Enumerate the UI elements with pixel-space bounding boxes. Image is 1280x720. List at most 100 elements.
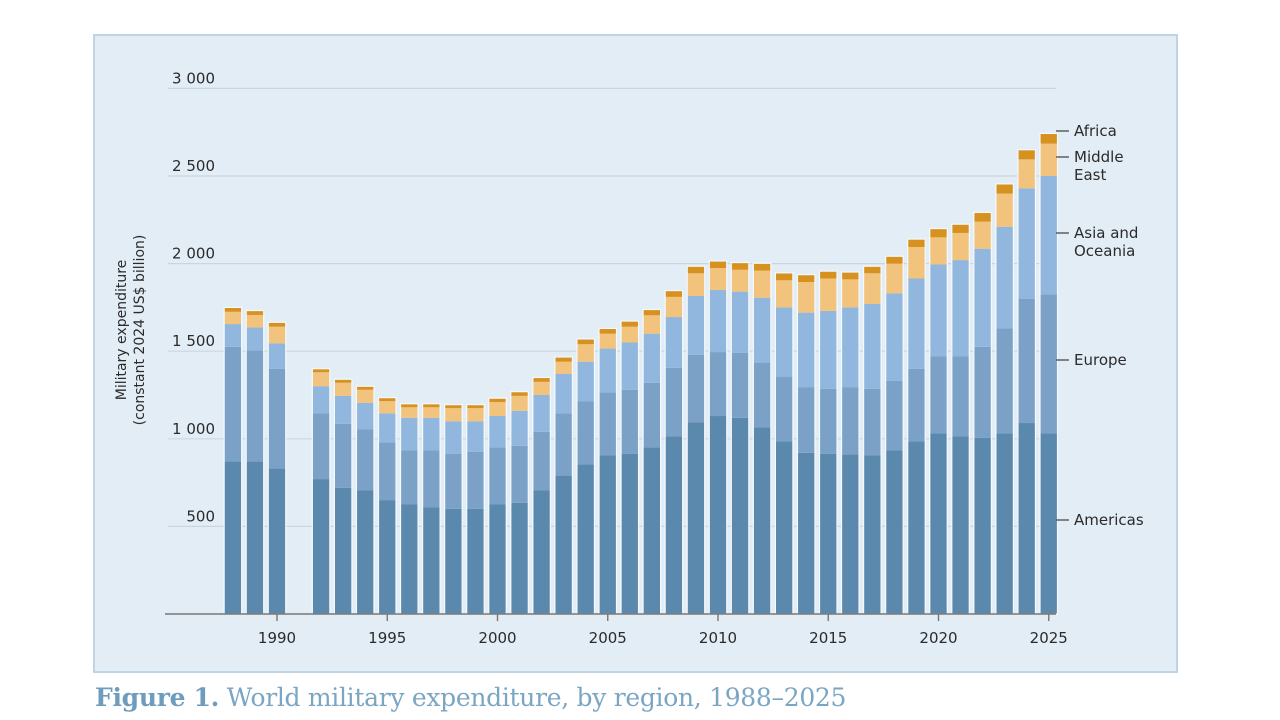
- bar-segment-asia-and-oceania: [422, 417, 441, 451]
- figure-title: World military expenditure, by region, 1…: [219, 683, 847, 712]
- bar-segment-middle-east: [951, 232, 970, 261]
- figure-number: Figure 1.: [95, 683, 220, 712]
- x-tick-label: 2010: [699, 629, 737, 647]
- bar-segment-asia-and-oceania: [1040, 176, 1058, 295]
- bar-segment-middle-east: [488, 402, 507, 417]
- bar-stack: [642, 308, 662, 615]
- bar-segment-asia-and-oceania: [224, 324, 242, 347]
- bar-stack: [311, 368, 331, 615]
- bar-segment-americas: [929, 433, 948, 614]
- bar-segment-americas: [643, 447, 661, 614]
- bar-stack: [598, 327, 618, 615]
- bar-segment-europe: [621, 389, 639, 454]
- bar-segment-americas: [532, 490, 551, 614]
- bar-segment-africa: [444, 404, 463, 409]
- bar-segment-asia-and-oceania: [929, 264, 948, 357]
- bar-segment-middle-east: [621, 326, 639, 343]
- bar-segment-europe: [775, 376, 793, 442]
- bar-segment-europe: [599, 392, 617, 456]
- bar-stack: [818, 270, 838, 615]
- x-tick-label: 1990: [258, 629, 296, 647]
- y-tick-label: 500: [186, 507, 215, 525]
- bar-segment-asia-and-oceania: [510, 410, 529, 446]
- bar-segment-middle-east: [753, 270, 771, 298]
- bar-segment-africa: [819, 271, 837, 279]
- y-tick-label: 1 500: [172, 332, 215, 350]
- bar-segment-europe: [422, 450, 441, 508]
- bar-segment-americas: [422, 507, 441, 614]
- bar-segment-middle-east: [929, 237, 948, 265]
- bar-stack: [488, 397, 507, 615]
- x-tick-label: 2025: [1030, 629, 1068, 647]
- bar-segment-africa: [312, 368, 330, 373]
- legend-label: East: [1074, 166, 1106, 184]
- bar-segment-americas: [973, 437, 992, 614]
- bar-segment-asia-and-oceania: [554, 373, 573, 414]
- bar-segment-americas: [246, 461, 264, 614]
- bar-segment-americas: [775, 441, 793, 614]
- bar-segment-middle-east: [819, 278, 837, 311]
- bar-stack: [422, 403, 441, 615]
- bar-segment-asia-and-oceania: [576, 361, 595, 402]
- bar-stack: [245, 309, 265, 615]
- bar-segment-americas: [599, 455, 617, 614]
- bar-segment-americas: [510, 502, 529, 614]
- bar-stack: [973, 211, 992, 615]
- bar-segment-middle-east: [576, 344, 595, 362]
- bar-segment-asia-and-oceania: [334, 395, 352, 424]
- bar-segment-middle-east: [731, 269, 749, 292]
- bar-segment-americas: [554, 475, 573, 614]
- legend-label: Middle: [1074, 148, 1124, 166]
- bar-segment-asia-and-oceania: [819, 310, 837, 389]
- bar-stack: [1017, 149, 1037, 615]
- bar-segment-europe: [973, 346, 992, 438]
- bar-segment-europe: [929, 356, 948, 434]
- legend-item-americas: Americas: [1056, 511, 1144, 529]
- bar-segment-europe: [554, 413, 573, 476]
- bar-segment-africa: [1017, 149, 1036, 160]
- bar-stack: [774, 272, 794, 615]
- bar-segment-europe: [643, 382, 661, 448]
- bar-segment-asia-and-oceania: [1017, 188, 1036, 299]
- bar-segment-asia-and-oceania: [973, 248, 992, 347]
- bar-stack: [885, 255, 904, 615]
- bar-segment-middle-east: [841, 279, 860, 308]
- bar-segment-europe: [532, 431, 551, 491]
- bar-segment-asia-and-oceania: [907, 278, 926, 369]
- bar-segment-americas: [378, 500, 396, 614]
- bar-segment-asia-and-oceania: [643, 333, 661, 383]
- bars: [223, 132, 1059, 615]
- bar-segment-americas: [488, 504, 507, 614]
- bar-segment-africa: [753, 263, 771, 271]
- bar-stack: [708, 260, 728, 615]
- legend-label: Africa: [1074, 122, 1117, 140]
- bar-stack: [951, 223, 970, 615]
- bar-segment-africa: [1040, 133, 1058, 144]
- bar-segment-europe: [510, 445, 529, 503]
- bar-segment-americas: [995, 433, 1014, 614]
- bar-segment-africa: [356, 386, 374, 390]
- bar-segment-asia-and-oceania: [753, 297, 771, 363]
- bar-segment-middle-east: [775, 280, 793, 308]
- bar-segment-asia-and-oceania: [621, 342, 639, 390]
- legend-label: Oceania: [1074, 242, 1135, 260]
- bar-segment-africa: [532, 377, 551, 382]
- bar-stack: [620, 320, 640, 615]
- bar-segment-middle-east: [1017, 159, 1036, 189]
- bar-stack: [223, 306, 243, 615]
- bar-segment-europe: [1017, 298, 1036, 424]
- y-tick-label: 3 000: [172, 69, 215, 87]
- bar-segment-americas: [334, 487, 352, 614]
- legend-label: Asia and: [1074, 224, 1138, 242]
- bar-segment-asia-and-oceania: [665, 317, 683, 368]
- bar-stack: [840, 271, 860, 615]
- bar-stack: [466, 404, 485, 615]
- bar-segment-africa: [378, 397, 396, 402]
- bar-segment-africa: [224, 307, 242, 312]
- bar-stack: [752, 262, 772, 615]
- x-tick-label: 1995: [368, 629, 406, 647]
- bar-segment-americas: [819, 453, 837, 614]
- bar-segment-africa: [885, 256, 904, 264]
- bar-segment-europe: [687, 354, 705, 423]
